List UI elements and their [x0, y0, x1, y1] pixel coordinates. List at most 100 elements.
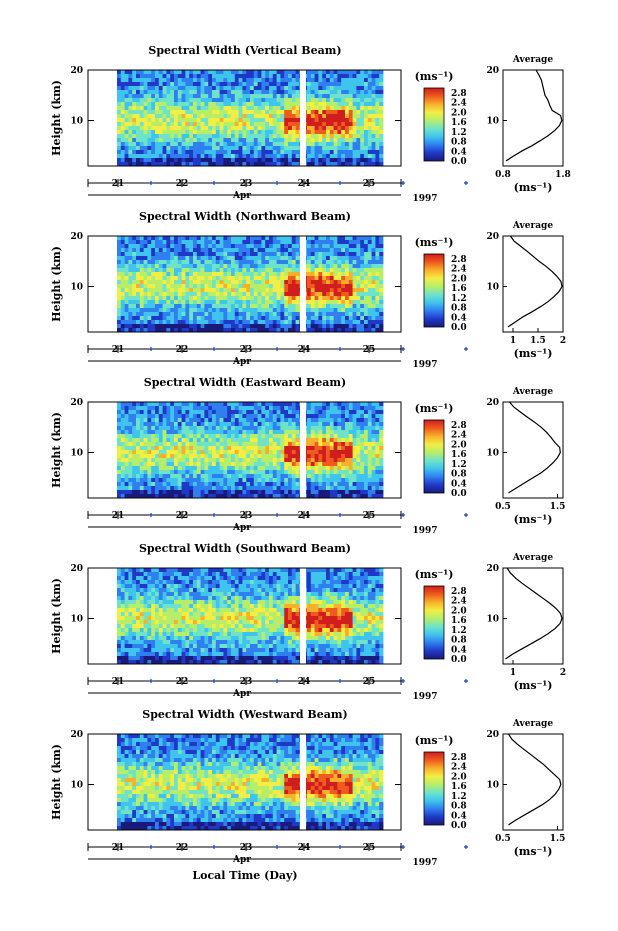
hour-marker	[212, 513, 216, 517]
colorbar-tick-label: 2.4	[451, 597, 467, 607]
hour-marker	[464, 679, 468, 683]
year-label: 1997	[412, 360, 437, 370]
plot-frame	[87, 567, 402, 665]
colorbar-tick-label: 0.8	[451, 636, 467, 646]
data-gap	[300, 734, 306, 830]
hour-marker	[275, 347, 279, 351]
x-tick-label: 22	[176, 511, 189, 521]
average-profile-line	[505, 567, 563, 660]
hour-marker	[464, 513, 468, 517]
average-x-tick-label: 1.5	[550, 834, 566, 844]
average-x-tick-label: 1	[510, 336, 516, 346]
colorbar-tick-label: 2.0	[451, 440, 467, 450]
hour-marker	[401, 845, 405, 849]
colorbar-tick-label: 1.2	[451, 626, 467, 636]
hour-marker	[338, 347, 342, 351]
data-gap	[300, 402, 306, 498]
plot-frame	[87, 69, 402, 167]
average-title: Average	[512, 553, 553, 563]
hour-marker	[464, 845, 468, 849]
heatmap	[117, 568, 384, 665]
average-y-tick-label: 10	[486, 449, 499, 459]
y-axis-label: Height (km)	[50, 80, 63, 156]
panel-title: Spectral Width (Vertical Beam)	[148, 44, 341, 57]
colorbar-tick-label: 1.6	[451, 118, 467, 128]
colorbar-tick-label: 2.8	[451, 587, 467, 597]
x-tick-label: 24	[298, 677, 311, 687]
average-y-tick-label: 10	[486, 283, 499, 293]
colorbar-tick-label: 0.4	[451, 147, 467, 157]
hour-marker	[275, 679, 279, 683]
average-x-tick-label: 1.5	[550, 502, 566, 512]
x-tick-label: 24	[298, 345, 311, 355]
heatmap	[117, 734, 384, 831]
year-label: 1997	[412, 526, 437, 536]
x-tick-label: 25	[363, 179, 376, 189]
month-label: Apr	[232, 855, 251, 865]
colorbar-label: (ms⁻¹)	[415, 568, 454, 581]
colorbar-tick-label: 0.0	[451, 323, 467, 333]
average-x-tick-label: 1.8	[555, 170, 571, 180]
y-tick-label: 20	[70, 66, 83, 76]
x-tick-label: 25	[363, 677, 376, 687]
average-frame	[502, 235, 564, 333]
average-frame	[502, 69, 564, 167]
y-axis-label: Height (km)	[50, 246, 63, 322]
colorbar	[423, 419, 445, 494]
colorbar	[423, 253, 445, 328]
panel-4: Spectral Width (Southward Beam) 20 10 Heigh…	[50, 542, 566, 702]
y-tick-label: 10	[70, 117, 83, 127]
average-profile-line	[505, 69, 563, 162]
x-tick-label: 25	[363, 843, 376, 853]
y-tick-label: 10	[70, 283, 83, 293]
data-gap	[300, 568, 306, 664]
x-tick-label: 22	[176, 345, 189, 355]
y-tick-label: 10	[70, 781, 83, 791]
hour-marker	[401, 181, 405, 185]
year-label: 1997	[412, 858, 437, 868]
colorbar-tick-label: 2.0	[451, 606, 467, 616]
year-label: 1997	[412, 194, 437, 204]
hour-marker	[464, 347, 468, 351]
x-tick-label: 23	[240, 511, 253, 521]
average-x-tick-label: 2	[560, 668, 566, 678]
hour-marker	[149, 845, 153, 849]
heatmap	[117, 402, 384, 499]
colorbar-tick-label: 2.0	[451, 108, 467, 118]
colorbar-tick-label: 2.0	[451, 274, 467, 284]
colorbar-label: (ms⁻¹)	[415, 402, 454, 415]
hour-marker	[212, 845, 216, 849]
x-tick-label: 22	[176, 179, 189, 189]
average-title: Average	[512, 719, 553, 729]
data-gap	[300, 236, 306, 332]
heatmap	[117, 70, 384, 167]
x-tick-label: 23	[240, 843, 253, 853]
panel-title: Spectral Width (Southward Beam)	[139, 542, 351, 555]
y-axis-label: Height (km)	[50, 744, 63, 820]
panel-3: Spectral Width (Eastward Beam) 20 10 Height…	[50, 376, 565, 536]
average-frame	[502, 567, 564, 665]
x-axis-label: Local Time (Day)	[192, 869, 297, 882]
year-label: 1997	[412, 692, 437, 702]
y-tick-label: 20	[70, 398, 83, 408]
colorbar-tick-label: 2.8	[451, 753, 467, 763]
hour-marker	[212, 181, 216, 185]
x-tick-label: 25	[363, 511, 376, 521]
colorbar-tick-label: 0.4	[451, 811, 467, 821]
month-label: Apr	[232, 689, 251, 699]
colorbar-tick-label: 1.6	[451, 450, 467, 460]
plot-frame	[87, 401, 402, 499]
x-tick-label: 21	[112, 843, 125, 853]
hour-marker	[149, 513, 153, 517]
colorbar	[423, 751, 445, 826]
y-tick-label: 20	[70, 730, 83, 740]
hour-marker	[149, 347, 153, 351]
colorbar-tick-label: 1.6	[451, 284, 467, 294]
average-y-tick-label: 10	[486, 615, 499, 625]
colorbar-tick-label: 0.4	[451, 479, 467, 489]
y-axis-label: Height (km)	[50, 578, 63, 654]
average-x-tick-label: 2	[560, 336, 566, 346]
y-tick-label: 20	[70, 232, 83, 242]
panel-title: Spectral Width (Westward Beam)	[142, 708, 347, 721]
data-gap	[300, 70, 306, 166]
